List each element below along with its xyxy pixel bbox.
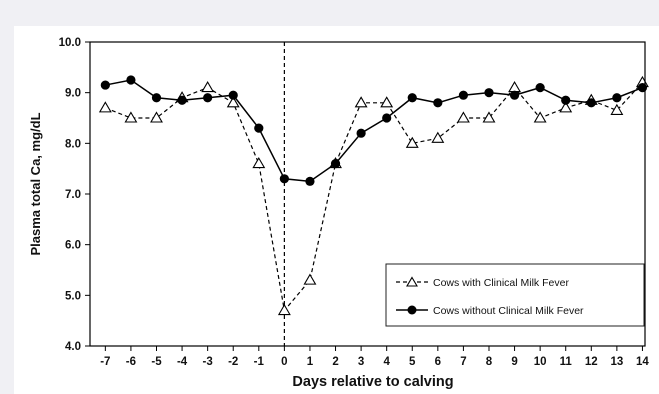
- x-tick-label: -5: [151, 356, 162, 368]
- milk-fever-point: [124, 111, 138, 123]
- no-milk-fever-point: [407, 93, 417, 103]
- milk-fever-point: [482, 111, 496, 123]
- y-tick-label: 10.0: [59, 37, 81, 49]
- plot-frame: [89, 41, 646, 347]
- no-milk-fever-point: [561, 95, 571, 105]
- no-milk-fever-point: [330, 159, 341, 169]
- y-tick-label: 8.0: [65, 138, 81, 150]
- x-tick-label: 2: [332, 356, 338, 368]
- milk-fever-point: [405, 136, 419, 148]
- milk-fever-point: [559, 101, 573, 113]
- x-tick-label: 9: [511, 356, 517, 368]
- no-milk-fever-point: [637, 83, 648, 93]
- series-line-no-milk-fever: [105, 79, 643, 183]
- milk-fever-point: [508, 81, 522, 93]
- no-milk-fever-point: [509, 90, 520, 100]
- x-tick-label: 0: [281, 356, 287, 368]
- chart-figure: 4.0 5.0 6.0 7.0 8.0 9.0 10.0 -7 -6 -5 -4 -3 -2 -1 0 1 2…: [14, 26, 659, 394]
- no-milk-fever-point: [586, 98, 596, 108]
- x-tick-label: -3: [203, 356, 213, 368]
- x-tick-label: 13: [610, 356, 623, 368]
- y-tick-label: 9.0: [65, 88, 81, 100]
- y-tick-label: 5.0: [65, 290, 81, 302]
- x-tick-labels: -7 -6 -5 -4 -3 -2 -1 0 1 2 3 4 5 6 7 8 9 10 11 12 13 14: [100, 356, 649, 368]
- milk-fever-point: [354, 96, 368, 108]
- legend-triangle-marker: [406, 276, 418, 287]
- legend: Cows with Clinical Milk Fever Cows witho…: [385, 263, 645, 327]
- x-tick-label: 11: [560, 356, 573, 368]
- x-tick-label: -7: [100, 356, 110, 368]
- y-tick-label: 6.0: [65, 240, 81, 252]
- x-axis-title: Days relative to calving: [292, 374, 453, 390]
- x-tick-label: 3: [358, 356, 364, 368]
- x-tick-label: 4: [383, 356, 390, 368]
- no-milk-fever-point: [100, 80, 110, 90]
- milk-fever-point: [456, 111, 470, 123]
- y-tick-labels: 4.0 5.0 6.0 7.0 8.0 9.0 10.0: [59, 37, 81, 353]
- no-milk-fever-point: [254, 123, 264, 133]
- series-line-milk-fever: [105, 82, 643, 312]
- no-milk-fever-point: [535, 83, 545, 93]
- legend-label-milk-fever: Cows with Clinical Milk Fever: [433, 277, 569, 289]
- legend-label-no-milk-fever: Cows without Clinical Milk Fever: [433, 305, 584, 317]
- no-milk-fever-point: [382, 113, 392, 123]
- no-milk-fever-point: [228, 90, 238, 100]
- x-tick-label: 6: [435, 356, 441, 368]
- x-tick-label: 14: [636, 356, 649, 368]
- milk-fever-point: [380, 96, 394, 108]
- axis-ticks: [85, 41, 643, 351]
- milk-fever-point: [98, 101, 112, 113]
- legend-box: [385, 263, 645, 327]
- y-tick-label: 7.0: [65, 189, 81, 201]
- milk-fever-point: [277, 303, 291, 316]
- milk-fever-point: [533, 111, 547, 123]
- x-tick-label: -4: [177, 356, 188, 368]
- y-axis-title: Plasma total Ca, mg/dL: [28, 112, 43, 255]
- x-tick-label: 5: [409, 356, 416, 368]
- series-layer: [98, 75, 649, 316]
- x-tick-label: 7: [460, 356, 466, 368]
- legend-circle-marker: [407, 305, 417, 315]
- no-milk-fever-point: [203, 93, 213, 103]
- no-milk-fever-point: [126, 75, 136, 85]
- y-tick-label: 4.0: [65, 341, 81, 353]
- x-tick-label: -2: [228, 356, 238, 368]
- no-milk-fever-point: [177, 95, 187, 105]
- milk-fever-point: [201, 81, 215, 93]
- no-milk-fever-point: [484, 88, 494, 98]
- chart-svg: 4.05.06.07.08.09.010.0 -7 -6 -5 -4 -3 -2 -1 0 1 2…: [28, 37, 649, 390]
- x-tick-label: -1: [254, 356, 265, 368]
- no-milk-fever-point: [612, 93, 622, 103]
- no-milk-fever-point: [433, 98, 443, 108]
- no-milk-fever-point: [151, 93, 162, 103]
- no-milk-fever-point: [305, 176, 315, 186]
- no-milk-fever-point: [279, 174, 289, 184]
- x-tick-label: -6: [126, 356, 136, 368]
- milk-fever-point: [226, 96, 240, 108]
- milk-fever-point: [431, 131, 445, 143]
- x-tick-label: 12: [585, 356, 598, 368]
- x-tick-label: 10: [534, 356, 547, 368]
- no-milk-fever-point: [458, 90, 469, 100]
- x-tick-label: 1: [307, 356, 314, 368]
- x-tick-label: 8: [486, 356, 493, 368]
- milk-fever-point: [252, 157, 266, 169]
- milk-fever-point: [610, 103, 624, 115]
- no-milk-fever-point: [356, 128, 366, 138]
- milk-fever-point: [303, 273, 317, 285]
- milk-fever-point: [150, 111, 163, 123]
